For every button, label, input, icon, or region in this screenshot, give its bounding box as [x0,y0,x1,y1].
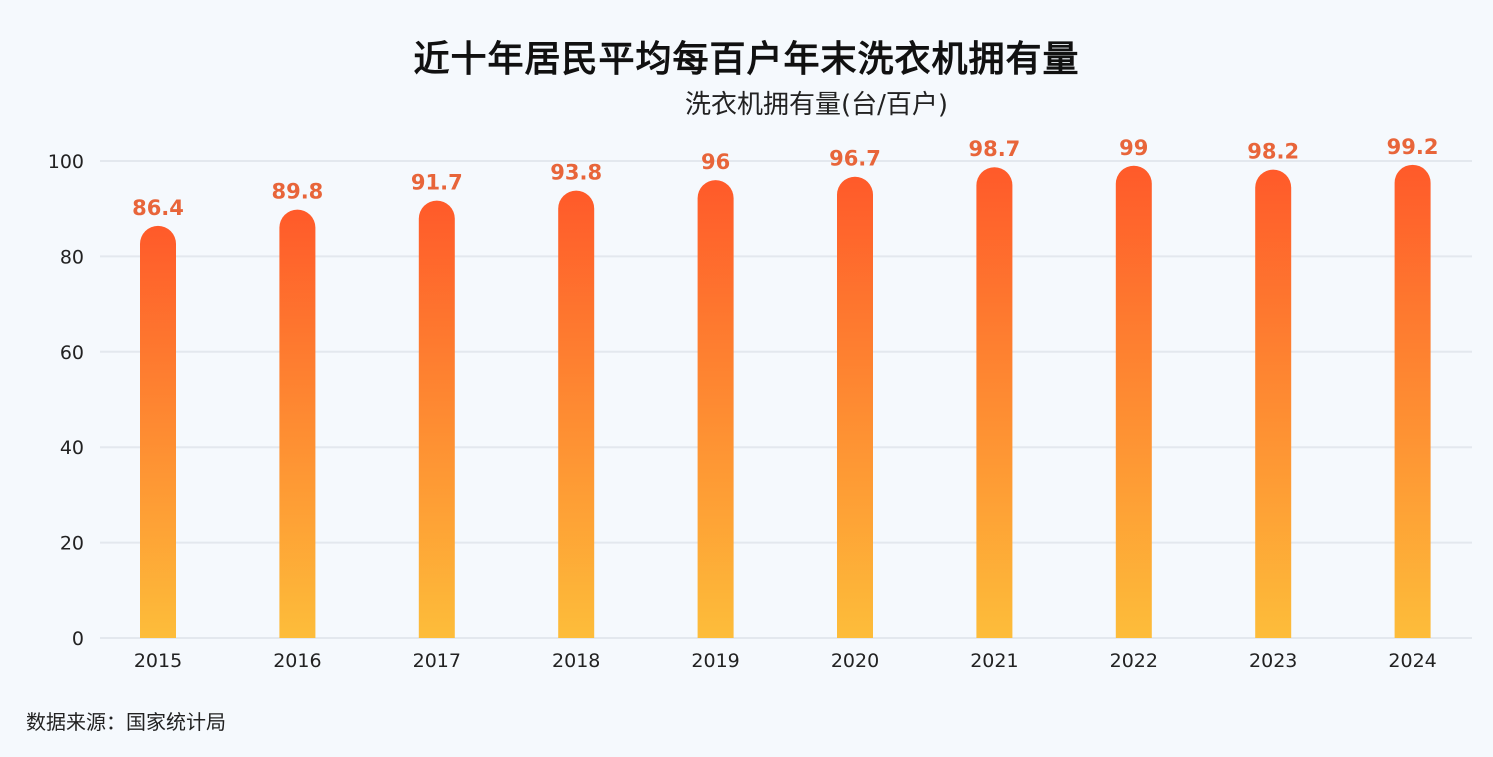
x-tick-label: 2022 [1110,650,1158,672]
x-axis: 2015 2016 2017 2018 2019 2020 2021 2022 2023 2024 [134,650,1437,672]
value-label: 86.4 [132,196,184,220]
value-label: 98.7 [968,137,1020,161]
chart-title: 近十年居民平均每百户年末洗衣机拥有量 [413,39,1080,80]
value-label: 98.2 [1247,140,1299,164]
value-label: 96.7 [829,147,881,171]
x-tick-label: 2017 [413,650,461,672]
y-axis: 0 20 40 60 80 100 [48,151,84,650]
value-label: 99.2 [1387,135,1439,159]
x-tick-label: 2019 [691,650,739,672]
x-tick-label: 2015 [134,650,182,672]
x-tick-label: 2021 [970,650,1018,672]
y-tick-label: 80 [60,246,84,268]
gridlines [100,160,1472,639]
x-tick-label: 2023 [1249,650,1297,672]
bar-2023 [1255,169,1292,639]
bar-2020 [837,176,873,638]
x-tick-label: 2016 [273,650,321,672]
bar-2016 [279,209,316,639]
bar-2019 [697,180,734,638]
y-tick-label: 0 [72,628,84,650]
y-tick-label: 20 [60,533,84,555]
x-tick-label: 2020 [831,650,879,672]
value-label: 93.8 [550,161,602,185]
bars [140,164,1431,639]
bar-2022 [1115,165,1152,638]
bar-2017 [418,200,455,638]
y-tick-label: 60 [60,342,84,364]
x-tick-label: 2024 [1388,650,1436,672]
chart-subtitle: 洗衣机拥有量(台/百户) [684,90,949,120]
value-label: 96 [701,150,730,174]
source-note: 数据来源：国家统计局 [26,710,226,734]
bar-2021 [976,167,1013,638]
x-tick-label: 2018 [552,650,600,672]
value-labels: 86.4 89.8 91.7 93.8 96 96.7 98.7 99 98.2 99.2 [132,135,1438,220]
bar-2015 [140,225,176,638]
bar-2018 [558,190,595,638]
bar-2024 [1394,164,1431,638]
value-label: 91.7 [411,171,463,195]
y-tick-label: 100 [48,151,84,173]
y-tick-label: 40 [60,437,84,459]
value-label: 99 [1119,136,1148,160]
value-label: 89.8 [271,180,323,204]
